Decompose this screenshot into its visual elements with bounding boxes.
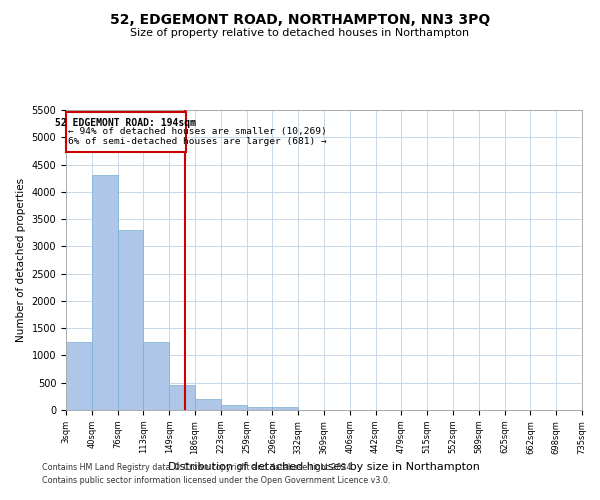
Bar bbox=[247, 406, 272, 410]
Text: 52, EDGEMONT ROAD, NORTHAMPTON, NN3 3PQ: 52, EDGEMONT ROAD, NORTHAMPTON, NN3 3PQ bbox=[110, 12, 490, 26]
FancyBboxPatch shape bbox=[66, 112, 186, 152]
Bar bbox=[272, 406, 298, 410]
Bar bbox=[143, 342, 169, 410]
Text: 52 EDGEMONT ROAD: 194sqm: 52 EDGEMONT ROAD: 194sqm bbox=[55, 118, 196, 128]
Bar bbox=[66, 342, 92, 410]
Bar bbox=[195, 399, 221, 410]
Text: Contains public sector information licensed under the Open Government Licence v3: Contains public sector information licen… bbox=[42, 476, 391, 485]
Bar bbox=[92, 176, 118, 410]
Text: Size of property relative to detached houses in Northampton: Size of property relative to detached ho… bbox=[130, 28, 470, 38]
X-axis label: Distribution of detached houses by size in Northampton: Distribution of detached houses by size … bbox=[168, 462, 480, 472]
Text: 6% of semi-detached houses are larger (681) →: 6% of semi-detached houses are larger (6… bbox=[68, 138, 327, 146]
Text: ← 94% of detached houses are smaller (10,269): ← 94% of detached houses are smaller (10… bbox=[68, 128, 327, 136]
Bar bbox=[221, 405, 247, 410]
Text: Contains HM Land Registry data © Crown copyright and database right 2024.: Contains HM Land Registry data © Crown c… bbox=[42, 464, 354, 472]
Bar bbox=[118, 230, 143, 410]
Bar bbox=[169, 386, 195, 410]
Y-axis label: Number of detached properties: Number of detached properties bbox=[16, 178, 26, 342]
